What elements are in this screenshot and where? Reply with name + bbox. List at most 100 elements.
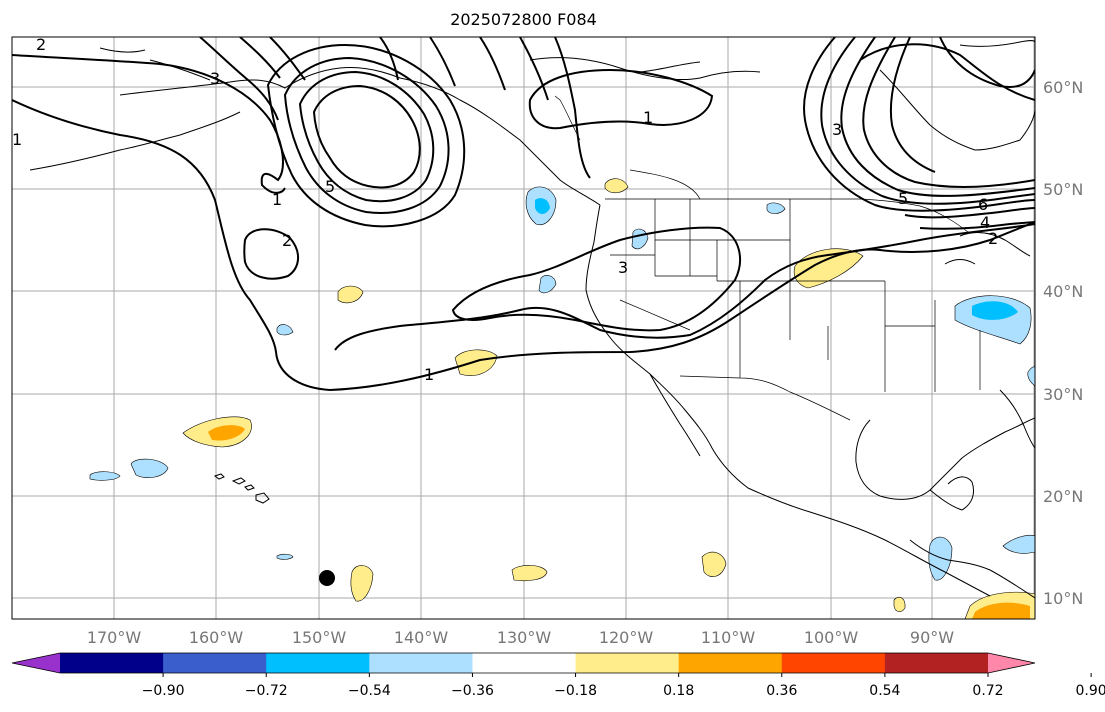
colorbar-extend-high [988,653,1035,673]
contour-east [820,37,1035,205]
contour-label: 2 [282,231,292,250]
anomaly-positive [208,425,245,441]
colorbar-segment [163,653,267,673]
border-us-canada [605,198,969,233]
anomaly-negative [276,324,294,336]
colorbar-tick-label: −0.18 [554,683,597,699]
anomaly-negative [535,198,550,214]
colorbar-tick-label: 0.54 [869,683,900,699]
colorbar-segment [781,653,886,673]
contour-east [803,37,1035,212]
anomaly-negative [276,553,294,560]
anomaly-positive [701,551,727,577]
contour-label: 3 [618,258,628,277]
contour-label: 5 [325,177,335,196]
colorbar [11,652,1036,674]
contour-east [862,37,1035,189]
contour-east [840,37,1035,197]
contour-1 [12,99,1035,392]
map-frame [11,36,1036,620]
contour-2 [334,223,1035,351]
anomaly-negative [972,301,1018,320]
anomaly-negative [928,536,953,581]
contour-upper [199,37,306,121]
anomaly-negative [89,471,121,481]
anomaly-negative [538,275,557,294]
contour-label: 3 [832,120,842,139]
lat-label: 60°N [1043,78,1083,97]
colorbar-extend-low [12,653,60,673]
anomaly-negative [766,202,786,214]
lon-label: 120°W [599,628,654,647]
lon-label: 130°W [497,628,552,647]
colorbar-tick-label: 0.36 [766,683,797,699]
contour-label: 1 [272,190,282,209]
coastline-west-coast [585,204,991,597]
contour-label: 2 [36,35,46,54]
colorbar-segment [472,653,577,673]
colorbar-segment [266,653,370,673]
anomaly-positive [893,596,906,612]
lon-label: 110°W [701,628,756,647]
hawaii-islands [213,473,270,504]
contour-label: 4 [980,213,990,232]
longitude-labels: 170°W 160°W 150°W 140°W 130°W 120°W 110°… [87,628,954,647]
lat-label: 50°N [1043,180,1083,199]
anomaly-positive [604,178,629,194]
lon-label: 150°W [292,628,347,647]
colorbar-tick-label: −0.90 [142,683,185,699]
colorbar-tick-label: 0.90 [1076,683,1105,699]
contour-label: 2 [988,229,998,248]
colorbar-ticks: −0.90 −0.72 −0.54 −0.36 −0.18 0.18 0.36 0.54 0.7… [142,673,1105,699]
anomaly-positive [350,565,374,602]
colorbar-tick-label: −0.36 [451,683,494,699]
contour-ring [266,43,466,228]
contour-2 [243,228,299,280]
coastline-hudson [879,69,1035,151]
anomaly-positive [972,602,1030,619]
colorbar-tick-label: −0.54 [348,683,391,699]
contour-label: 1 [12,130,22,149]
coastline-yucatan [929,476,975,511]
contour-1 [12,54,286,194]
coastline-aleutians [29,111,241,171]
contour-1 [939,37,1035,88]
colorbar-segment [60,653,164,673]
anomaly-negative [1002,535,1035,554]
colorbar-segment [369,653,473,673]
colorbar-outline [11,652,1036,674]
lon-label: 160°W [189,628,244,647]
contour-label: 3 [210,69,220,88]
contour-1 [528,68,714,130]
latitude-labels: 60°N 50°N 40°N 30°N 20°N 10°N [1043,78,1083,608]
contour-ring [298,70,435,203]
contour-label: 1 [643,108,653,127]
contour-ring [312,84,421,189]
lat-label: 40°N [1043,282,1083,301]
colorbar-segment [884,653,989,673]
lat-label: 30°N [1043,385,1083,404]
coastline-arctic [529,57,761,80]
colorbar-segment [678,653,783,673]
coastline-alaska [119,67,601,206]
coastline-central-america [909,539,1035,599]
lon-label: 170°W [87,628,142,647]
coastline-baja [649,373,701,457]
lon-label: 100°W [804,628,859,647]
anomaly-positive [511,565,548,582]
contour-label-group: 2 3 1 5 1 2 1 3 1 3 5 6 4 2 [12,35,998,384]
contour-east [889,37,936,173]
lon-label: 140°W [394,628,449,647]
lat-label: 20°N [1043,487,1083,506]
contour-lines [12,37,1035,392]
lat-label: 10°N [1043,589,1083,608]
anomaly-negative [1027,366,1035,387]
contour-ring [283,56,450,214]
contour-3 [451,226,741,332]
coastline-bering [99,47,211,81]
location-marker [319,570,335,586]
coastline-greenland [959,40,1035,47]
coastline-florida [999,389,1035,449]
anomaly-positive [454,349,498,376]
